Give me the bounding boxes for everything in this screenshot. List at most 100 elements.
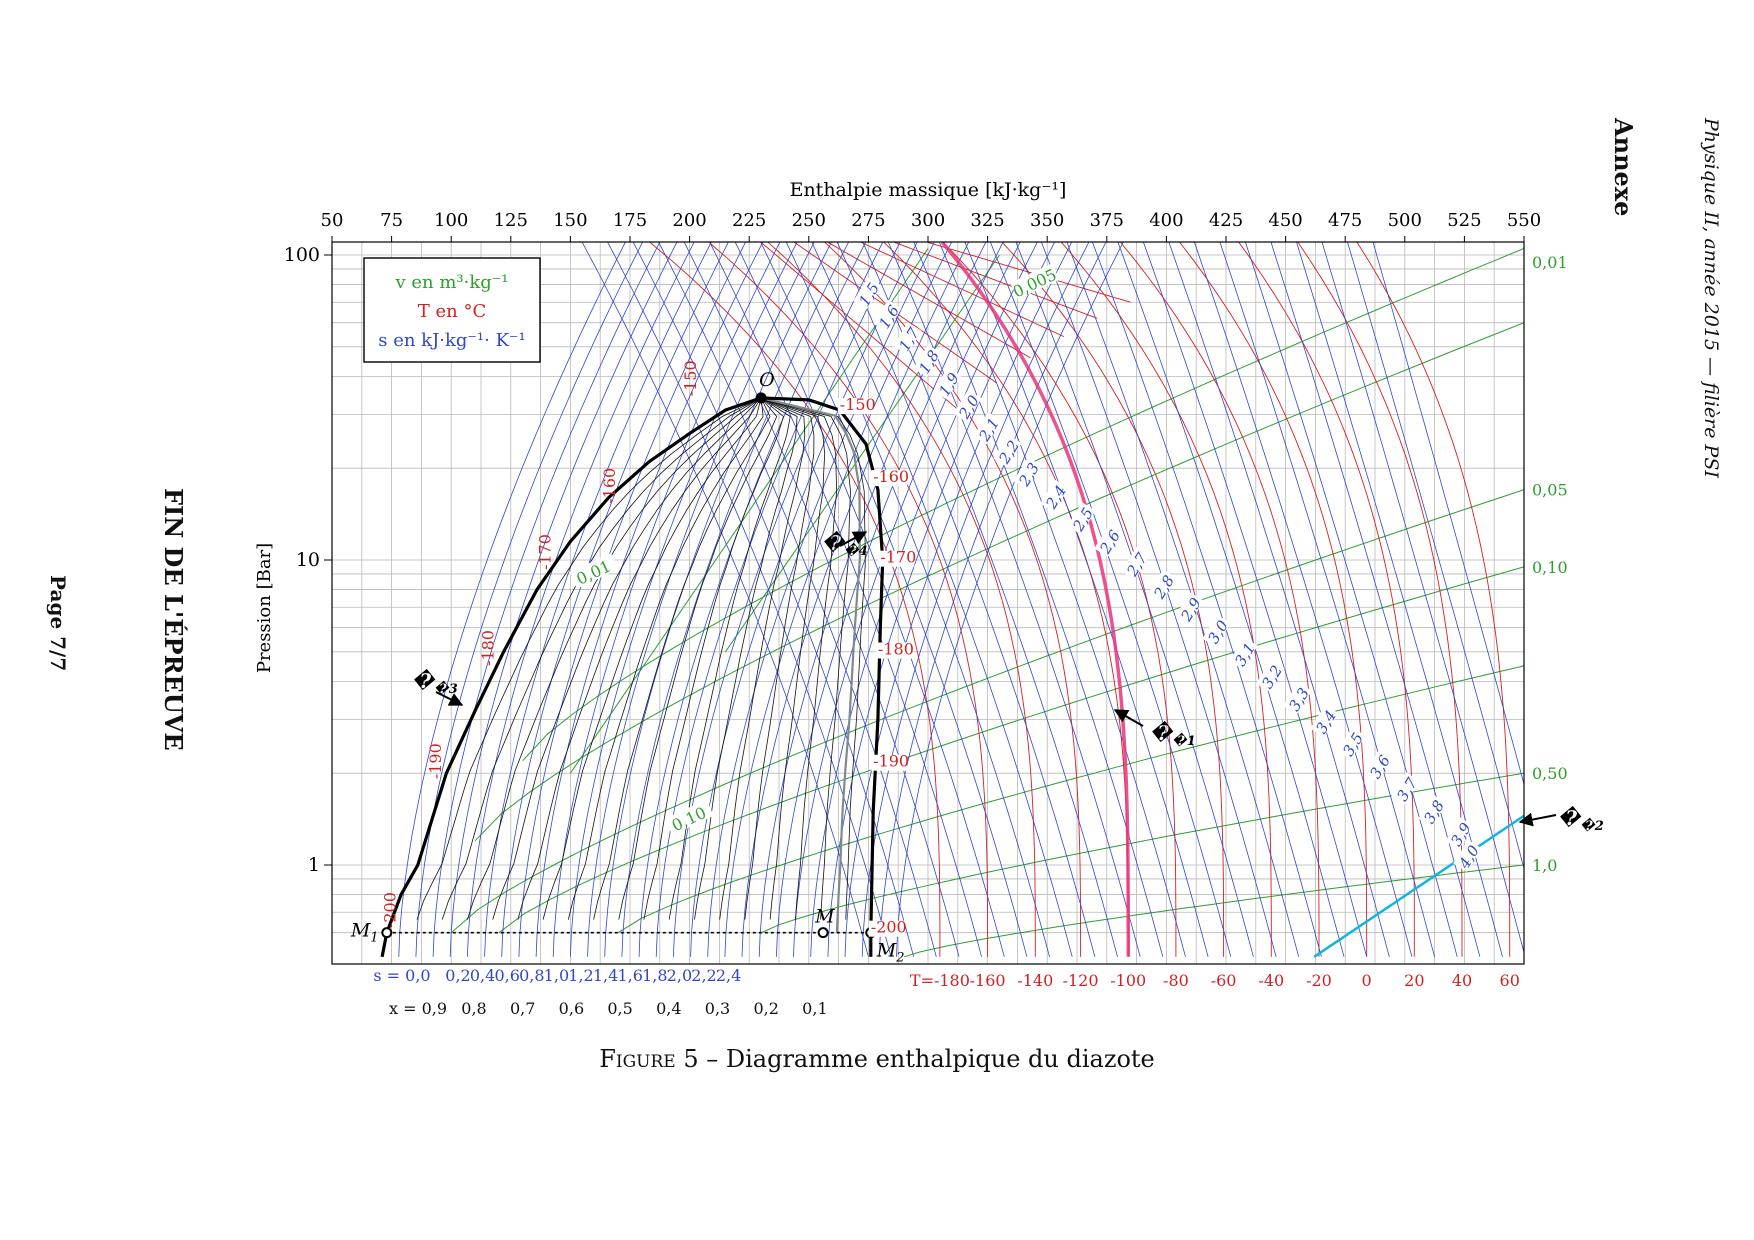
isentrope-line [1372,242,1524,786]
legend-entry: T en °C [418,301,486,322]
isentrope-line [398,242,626,957]
quality-line [416,397,762,920]
label-bg [871,470,908,487]
x-tick-label: 350 [1030,210,1064,231]
quality-line [492,397,762,920]
isotherm-sat-label: -160 [873,467,909,486]
quality-line [643,397,784,920]
arrow-C1 [1113,709,1144,727]
label-bg [875,642,912,659]
isotherm-line [894,242,1098,319]
isochore-line [617,665,1524,934]
quality-line [694,397,798,920]
isentrope-line [518,242,746,957]
isochore-right-label: 0,10 [1532,558,1568,577]
point-M [817,927,829,939]
plot-frame: 50 75 100 125 150 175 200 225 250 275 300 325 350 375… [284,210,1541,965]
label-C1: 𝒞1 [1150,721,1196,749]
quality-label: 0,7 [510,999,535,1018]
label-bg [853,277,882,310]
quality-label: 0,6 [559,999,584,1018]
isentrope-line [735,242,1005,957]
isentrope-label: 3,8 [1420,797,1448,827]
arrow-C3 [435,691,464,706]
isochore-right-label: 1,0 [1532,856,1557,875]
isotherm-bottom-label: -100 [1110,971,1146,990]
quality-label: 0,8 [461,999,486,1018]
isotherm-bottom-label: -160 [970,971,1006,990]
isotherm-bottom-label: 60 [1500,971,1520,990]
isentrope-line [655,242,884,957]
curve-C1 [940,242,1131,957]
isentrope-label: 2,7 [1123,549,1152,580]
isentrope-line [638,242,866,957]
quality-line [668,397,791,920]
label-bg [1256,659,1285,693]
isentrope-bottom-label: 0,8 [519,966,544,985]
x-tick-label: 175 [613,210,647,231]
label-bg [1202,614,1231,648]
isotherm-line [827,242,1031,359]
arrow-C2 [1518,812,1557,827]
isentrope-line [888,242,1141,957]
isentrope-line [990,242,1232,957]
x-tick-label: 475 [1328,210,1362,231]
point-label-M: M [814,906,835,928]
isentrope-label: 3,1 [1231,640,1259,670]
quality-label: x = 0,9 [389,999,447,1018]
label-bg [569,552,619,589]
caption-text: – Diagramme enthalpique du diazote [698,1045,1155,1073]
quality-label: 0,2 [753,999,778,1018]
label-bg [1121,547,1150,580]
isentrope-line [1015,242,1254,957]
isotherm-sat-label: -180 [478,630,497,666]
isentrope-line [1092,242,1322,957]
isochore-right-label: 0,05 [1532,481,1568,500]
x-tick-label: 450 [1268,210,1302,231]
isentrope-line [673,242,901,957]
x-tick-label: 200 [672,210,706,231]
label-bg [873,299,902,333]
isentrope-bottom-label: 2,2 [691,966,716,985]
curves [380,242,1524,958]
label-bg [913,344,942,378]
quality-line [441,397,762,920]
quality-label: 0,5 [607,999,632,1018]
legend-entry: v en m³·kg⁻¹ [394,272,508,293]
quality-line [760,397,838,920]
legend-frame [363,257,541,363]
label-bg [1010,263,1060,300]
quality-line [593,397,771,920]
isentrope-line [432,242,660,957]
isentrope-line [632,242,915,957]
isentrope-line [1066,242,1300,957]
y-tick-label: 100 [284,244,320,266]
isochore-line [498,566,1524,934]
isentrope-line [1168,242,1390,957]
label-bg [1067,502,1096,535]
isotherm-line [767,242,1036,957]
curve-C2 [1313,814,1524,958]
x-tick-label: 525 [1447,210,1481,231]
label-bg [1013,457,1042,490]
x-tick-label: 375 [1090,210,1124,231]
isotherm-sat-label: -190 [873,752,909,771]
isentrope-bottom-label: 0,2 [445,966,470,985]
isotherm-line [1356,242,1511,957]
label-bg [953,389,982,423]
isotherm-sat-label: -200 [381,892,400,928]
isentrope-line [535,242,763,957]
x-axis-title: Enthalpie massique [kJ·kg⁻¹] [790,179,1067,201]
isotherm-line [760,242,965,415]
isotherm-sat-label: -150 [840,395,876,414]
label-bg [1175,592,1204,625]
curve-C4 [760,396,862,933]
isentrope-line [621,242,849,957]
isentrope-bottom-label: 1,2 [568,966,593,985]
isentrope-line [1041,242,1277,957]
x-tick-label: 325 [970,210,1004,231]
quality-label: 0,3 [705,999,730,1018]
isotherm-sat-label: -200 [871,918,907,937]
isentrope-bottom-label: s = 0,0 [373,966,430,985]
caption-prefix: Figure 5 [599,1045,699,1073]
